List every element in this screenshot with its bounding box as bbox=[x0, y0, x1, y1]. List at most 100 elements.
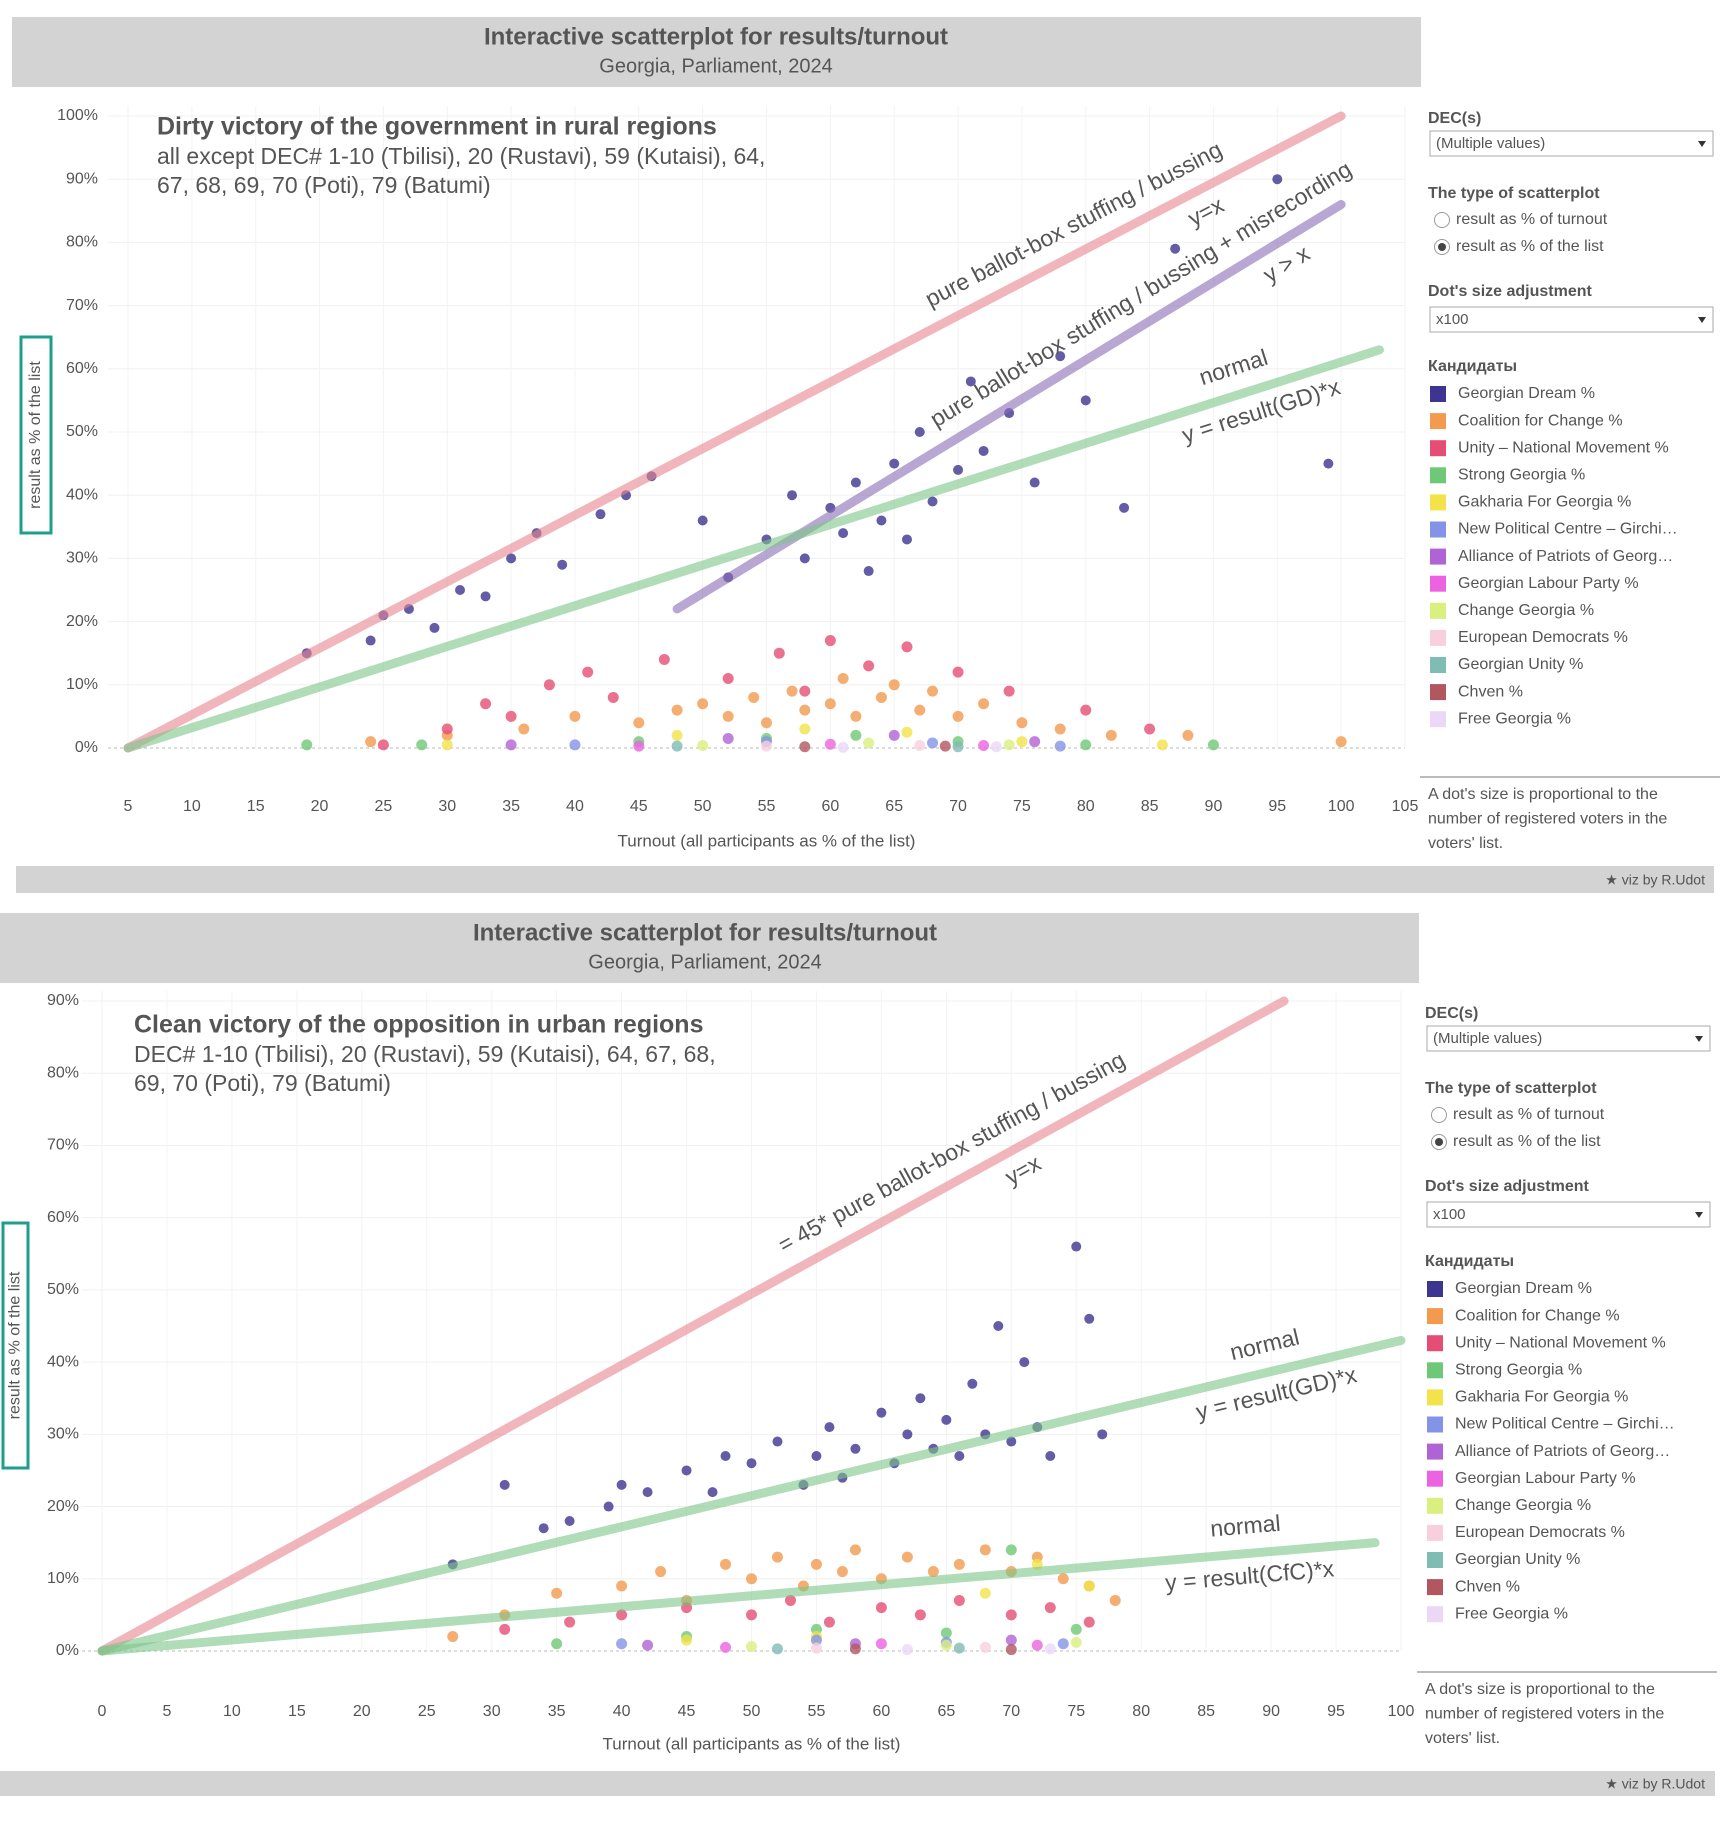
dec-dropdown[interactable] bbox=[1429, 130, 1714, 157]
legend-swatch[interactable] bbox=[1427, 1497, 1443, 1514]
scatter-point bbox=[365, 635, 376, 646]
legend-label: Coalition for Change % bbox=[1455, 1307, 1620, 1324]
radio-selected bbox=[1435, 1138, 1443, 1146]
x-tick-label: 80 bbox=[1132, 1703, 1150, 1720]
legend-label: European Democrats % bbox=[1458, 629, 1628, 646]
legend-swatch[interactable] bbox=[1427, 1470, 1443, 1487]
x-tick-label: 60 bbox=[873, 1703, 891, 1720]
x-tick-label: 65 bbox=[937, 1703, 955, 1720]
legend-swatch[interactable] bbox=[1430, 575, 1446, 592]
legend-swatch[interactable] bbox=[1430, 467, 1446, 484]
scatter-point bbox=[799, 723, 811, 735]
scatter-point bbox=[953, 1642, 965, 1654]
x-axis-title: Turnout (all participants as % of the li… bbox=[618, 831, 916, 850]
size-dropdown[interactable] bbox=[1426, 1201, 1711, 1228]
legend-swatch[interactable] bbox=[1427, 1362, 1443, 1379]
legend-swatch[interactable] bbox=[1430, 440, 1446, 457]
dec-dropdown[interactable] bbox=[1426, 1025, 1711, 1052]
scatter-point bbox=[697, 515, 708, 526]
scatter-point bbox=[939, 740, 951, 752]
legend-swatch[interactable] bbox=[1430, 494, 1446, 511]
scatter-point bbox=[697, 698, 709, 710]
legend-swatch[interactable] bbox=[1427, 1524, 1443, 1541]
headline-note: DEC# 1-10 (Tbilisi), 20 (Rustavi), 59 (K… bbox=[134, 1041, 716, 1067]
scatter-point bbox=[564, 1516, 575, 1526]
scatter-point bbox=[595, 509, 606, 520]
scatter-point bbox=[1207, 739, 1219, 751]
legend-label: Coalition for Change % bbox=[1458, 412, 1623, 429]
legend-swatch[interactable] bbox=[1427, 1443, 1443, 1460]
scatter-point bbox=[748, 691, 760, 703]
scatter-point bbox=[447, 1631, 459, 1643]
chart-subtitle: Georgia, Parliament, 2024 bbox=[588, 951, 821, 973]
section-label: The type of scatterplot bbox=[1425, 1080, 1597, 1097]
radio-label: result as % of turnout bbox=[1456, 211, 1608, 228]
scatter-point bbox=[901, 534, 912, 545]
scatter-point bbox=[1080, 739, 1092, 751]
scatter-point bbox=[875, 691, 887, 703]
legend-swatch[interactable] bbox=[1430, 548, 1446, 565]
x-tick-label: 70 bbox=[949, 798, 967, 815]
scatter-point bbox=[1045, 1451, 1056, 1461]
legend-swatch[interactable] bbox=[1430, 629, 1446, 646]
legend-swatch[interactable] bbox=[1430, 657, 1446, 673]
scatter-point bbox=[1005, 1634, 1017, 1646]
legend-swatch[interactable] bbox=[1427, 1606, 1443, 1623]
scatter-point bbox=[953, 464, 964, 475]
scatter-point bbox=[1005, 1544, 1017, 1556]
chart-title: Interactive scatterplot for results/turn… bbox=[484, 23, 948, 50]
credit: ★ viz by R.Udot bbox=[1605, 1776, 1705, 1792]
legend-swatch[interactable] bbox=[1430, 386, 1446, 402]
legend-swatch[interactable] bbox=[1427, 1389, 1443, 1406]
legend-swatch[interactable] bbox=[1430, 521, 1446, 538]
scatter-point bbox=[655, 1566, 667, 1578]
scatter-point bbox=[377, 739, 389, 751]
x-tick-label: 20 bbox=[353, 1703, 371, 1720]
scatter-point bbox=[850, 729, 862, 741]
legend-swatch[interactable] bbox=[1430, 602, 1446, 619]
scatter-point bbox=[671, 704, 683, 716]
size-note: voters' list. bbox=[1428, 835, 1503, 852]
legend-swatch[interactable] bbox=[1430, 711, 1446, 728]
legend-swatch[interactable] bbox=[1430, 684, 1446, 701]
radio-button[interactable] bbox=[1434, 212, 1450, 228]
scatter-point bbox=[940, 1639, 952, 1651]
scatter-point bbox=[965, 376, 976, 387]
y-axis-title: result as % of the list bbox=[7, 1271, 24, 1419]
scatter-point bbox=[927, 685, 939, 697]
legend-swatch[interactable] bbox=[1427, 1308, 1443, 1325]
legend-swatch[interactable] bbox=[1427, 1281, 1443, 1297]
y-tick-label: 70% bbox=[66, 297, 98, 314]
scatter-point bbox=[658, 654, 670, 666]
legend-label: Georgian Labour Party % bbox=[1455, 1470, 1636, 1487]
scatter-point bbox=[480, 591, 491, 602]
radio-button[interactable] bbox=[1431, 1107, 1447, 1123]
scatter-point bbox=[953, 1558, 965, 1570]
scatter-point bbox=[671, 729, 683, 741]
scatter-point bbox=[506, 553, 517, 564]
x-tick-label: 75 bbox=[1013, 798, 1031, 815]
scatter-point bbox=[441, 739, 453, 751]
legend-swatch[interactable] bbox=[1427, 1335, 1443, 1352]
dec-dropdown-value: (Multiple values) bbox=[1436, 135, 1545, 152]
scatter-point bbox=[582, 666, 594, 678]
scatter-point bbox=[1170, 243, 1181, 254]
scatter-point bbox=[681, 1465, 692, 1476]
scatter-point bbox=[824, 738, 836, 750]
scatter-point bbox=[569, 710, 581, 722]
legend-label: Alliance of Patriots of Georg… bbox=[1458, 548, 1673, 565]
legend-swatch[interactable] bbox=[1427, 1579, 1443, 1596]
size-dropdown[interactable] bbox=[1429, 306, 1714, 333]
scatter-point bbox=[1156, 739, 1168, 751]
scatter-point bbox=[1182, 729, 1194, 741]
legend-swatch[interactable] bbox=[1427, 1416, 1443, 1433]
scatter-point bbox=[1080, 395, 1091, 406]
x-tick-label: 10 bbox=[183, 798, 201, 815]
legend-swatch[interactable] bbox=[1430, 413, 1446, 430]
scatter-point bbox=[863, 660, 875, 672]
scatter-point bbox=[707, 1487, 718, 1498]
legend-swatch[interactable] bbox=[1427, 1552, 1443, 1568]
scatter-point bbox=[1016, 736, 1028, 748]
scatter-point bbox=[1071, 1241, 1082, 1252]
scatter-point bbox=[836, 1566, 848, 1578]
